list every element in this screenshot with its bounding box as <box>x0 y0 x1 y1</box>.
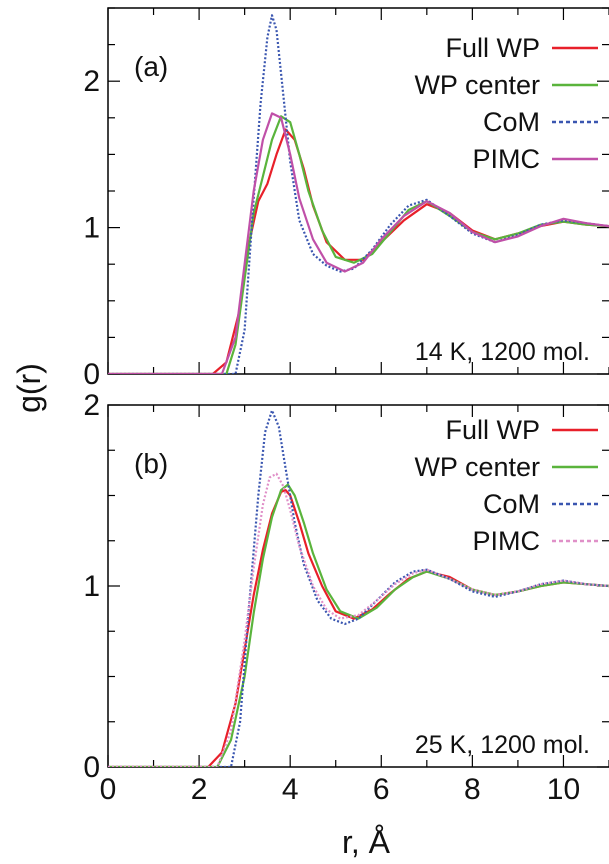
panel-a: 0 1 2 Full WP WP center CoM PIMC (a) 14 K, 1200 … <box>83 7 609 391</box>
condition-annotation: 14 K, 1200 mol. <box>415 338 590 366</box>
condition-annotation: 25 K, 1200 mol. <box>415 731 590 759</box>
x-tick-label: 10 <box>547 773 580 806</box>
legend-label: CoM <box>483 107 540 137</box>
legend-label: WP center <box>414 452 540 482</box>
y-tick-label: 2 <box>83 65 100 98</box>
x-tick-label: 0 <box>100 773 117 806</box>
y-tick-label: 0 <box>83 751 100 784</box>
x-tick-label: 6 <box>373 773 390 806</box>
x-tick-label: 8 <box>464 773 481 806</box>
legend-label: PIMC <box>473 526 541 556</box>
series-line-com <box>108 409 609 767</box>
panel-label: (b) <box>134 448 168 479</box>
legend-label: Full WP <box>446 33 541 63</box>
x-tick-label: 4 <box>282 773 299 806</box>
y-tick-label: 0 <box>83 358 100 391</box>
y-tick-label: 2 <box>83 389 100 422</box>
legend-label: CoM <box>483 489 540 519</box>
legend-label: WP center <box>414 70 540 100</box>
y-tick-label: 1 <box>83 570 100 603</box>
legend-label: Full WP <box>446 415 541 445</box>
series-line-pimc <box>108 472 609 767</box>
y-tick-label: 1 <box>83 212 100 245</box>
series-line-pimc <box>108 112 609 374</box>
series-line-wp-center <box>108 115 609 374</box>
y-axis-label: g(r) <box>11 363 47 413</box>
panel-b: 0 1 2 0 2 4 6 8 10 Full WP WP center CoM PIMC (b) 25 K… <box>83 389 609 806</box>
x-tick-label: 2 <box>191 773 208 806</box>
x-axis-label: r, Å <box>342 824 391 860</box>
series-line-com <box>108 14 609 374</box>
legend-label: PIMC <box>473 144 541 174</box>
panel-label: (a) <box>134 51 168 82</box>
